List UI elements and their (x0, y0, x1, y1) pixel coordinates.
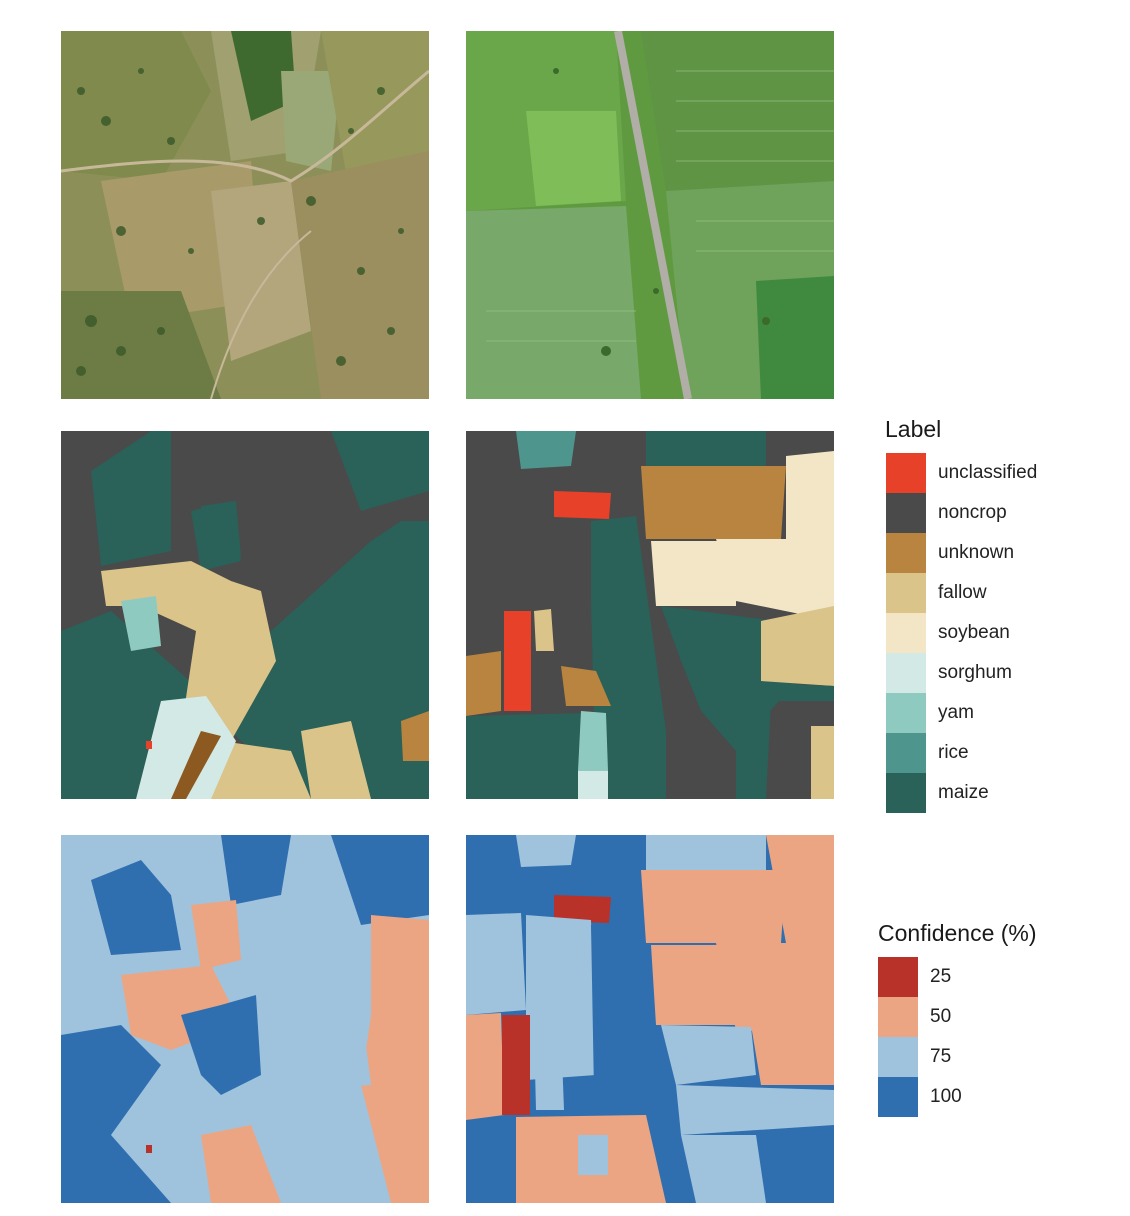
label-swatch (886, 653, 926, 693)
label-swatch (886, 613, 926, 653)
label-legend-label: unclassified (938, 462, 1038, 483)
label-map-left (61, 431, 429, 799)
confidence-map-left (61, 835, 429, 1203)
confidence-legend-title: Confidence (%) (878, 920, 1037, 946)
label-legend-label: unknown (938, 542, 1015, 563)
label-swatch (886, 493, 926, 533)
confidence-swatch (878, 1037, 918, 1077)
label-swatch (886, 693, 926, 733)
label-legend-label: yam (938, 702, 974, 723)
label-swatch (886, 533, 926, 573)
confidence-swatch (878, 997, 918, 1037)
confidence-legend-label: 25 (930, 966, 952, 987)
label-legend-title: Label (885, 416, 942, 442)
satellite-image-right (466, 31, 834, 399)
label-legend-label: noncrop (938, 502, 1007, 523)
label-legend-label: maize (938, 782, 989, 803)
label-swatch (886, 773, 926, 813)
confidence-legend-label: 100 (930, 1086, 962, 1107)
satellite-image-left (61, 31, 429, 399)
label-legend-label: rice (938, 742, 969, 763)
confidence-legend-label: 75 (930, 1046, 952, 1067)
confidence-map-right (466, 835, 834, 1203)
confidence-swatch (878, 1077, 918, 1117)
label-legend-label: sorghum (938, 662, 1012, 683)
confidence-legend-label: 50 (930, 1006, 952, 1027)
label-swatch (886, 573, 926, 613)
label-legend-label: fallow (938, 582, 987, 603)
label-swatch (886, 733, 926, 773)
label-legend-label: soybean (938, 622, 1010, 643)
label-map-right (466, 431, 834, 799)
confidence-swatch (878, 957, 918, 997)
label-swatch (886, 453, 926, 493)
